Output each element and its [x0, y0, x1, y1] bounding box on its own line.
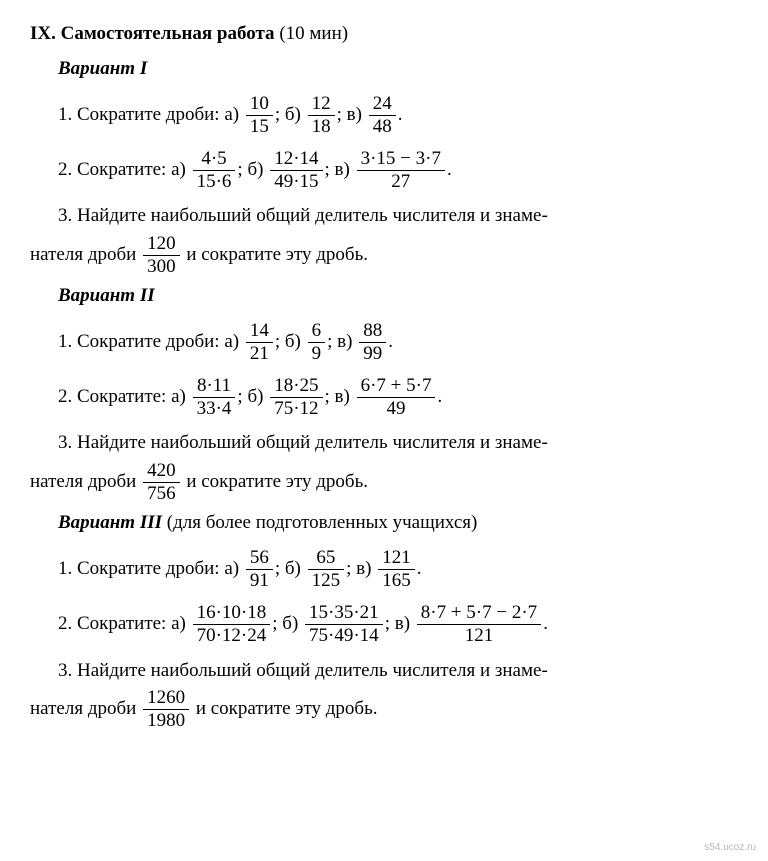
v2-task3-line2: нателя дроби 420756 и сократите эту дроб… — [30, 460, 738, 505]
fraction: 12601980 — [143, 687, 189, 732]
v3-t1-lead: 1. Сократите дроби: а) — [58, 551, 239, 587]
v2-t1-lead: 1. Сократите дроби: а) — [58, 324, 239, 360]
variant-1-heading: Вариант I — [58, 55, 738, 84]
fraction: 15·35·2175·49·14 — [305, 602, 383, 647]
v2-task1: 1. Сократите дроби: а) 1421 ; б) 69 ; в)… — [58, 320, 738, 365]
fraction: 1218 — [308, 93, 335, 138]
v2-t2-lead: 2. Сократите: а) — [58, 379, 186, 415]
variant-2-label: Вариант II — [58, 285, 155, 306]
v2-task3-line1: 3. Найдите наибольший общий делитель чис… — [58, 429, 738, 458]
fraction: 420756 — [143, 460, 180, 505]
fraction: 120300 — [143, 233, 180, 278]
v3-task3-line1: 3. Найдите наибольший общий делитель чис… — [58, 657, 738, 686]
section-time: (10 мин) — [279, 23, 348, 44]
fraction: 69 — [308, 320, 326, 365]
v1-task2: 2. Сократите: а) 4·515·6 ; б) 12·1449·15… — [58, 148, 738, 193]
v3-task3-line2: нателя дроби 12601980 и сократите эту др… — [30, 687, 738, 732]
fraction: 6·7 + 5·749 — [357, 375, 436, 420]
variant-3-note: (для более подготовленных учащихся) — [162, 512, 477, 533]
variant-2-heading: Вариант II — [58, 282, 738, 311]
fraction: 4·515·6 — [193, 148, 236, 193]
fraction: 8899 — [359, 320, 386, 365]
fraction: 2448 — [369, 93, 396, 138]
section-header: IX. Самостоятельная работа (10 мин) — [30, 20, 738, 49]
fraction: 1421 — [246, 320, 273, 365]
v3-task2: 2. Сократите: а) 16·10·1870·12·24 ; б) 1… — [58, 602, 738, 647]
fraction: 16·10·1870·12·24 — [193, 602, 271, 647]
fraction: 8·1133·4 — [193, 375, 236, 420]
fraction: 12·1449·15 — [270, 148, 322, 193]
v1-task3-line1: 3. Найдите наибольший общий делитель чис… — [58, 202, 738, 231]
watermark: s54.ucoz.ru — [704, 840, 756, 855]
v1-task1: 1. Сократите дроби: а) 1015 ; б) 1218 ; … — [58, 93, 738, 138]
section-title: Самостоятельная работа — [61, 23, 275, 44]
fraction: 121165 — [378, 547, 415, 592]
variant-1-label: Вариант I — [58, 58, 147, 79]
fraction: 65125 — [308, 547, 345, 592]
v3-t2-lead: 2. Сократите: а) — [58, 606, 186, 642]
v3-task1: 1. Сократите дроби: а) 5691 ; б) 65125 ;… — [58, 547, 738, 592]
fraction: 1015 — [246, 93, 273, 138]
v1-t2-lead: 2. Сократите: а) — [58, 152, 186, 188]
variant-3-label: Вариант III — [58, 512, 162, 533]
fraction: 5691 — [246, 547, 273, 592]
v2-task2: 2. Сократите: а) 8·1133·4 ; б) 18·2575·1… — [58, 375, 738, 420]
roman-numeral: IX. — [30, 23, 56, 44]
fraction: 3·15 − 3·727 — [357, 148, 445, 193]
fraction: 18·2575·12 — [270, 375, 322, 420]
variant-3-heading: Вариант III (для более подготовленных уч… — [58, 509, 738, 538]
fraction: 8·7 + 5·7 − 2·7121 — [417, 602, 541, 647]
v1-t1-lead: 1. Сократите дроби: а) — [58, 97, 239, 133]
v1-task3-line2: нателя дроби 120300 и сократите эту дроб… — [30, 233, 738, 278]
